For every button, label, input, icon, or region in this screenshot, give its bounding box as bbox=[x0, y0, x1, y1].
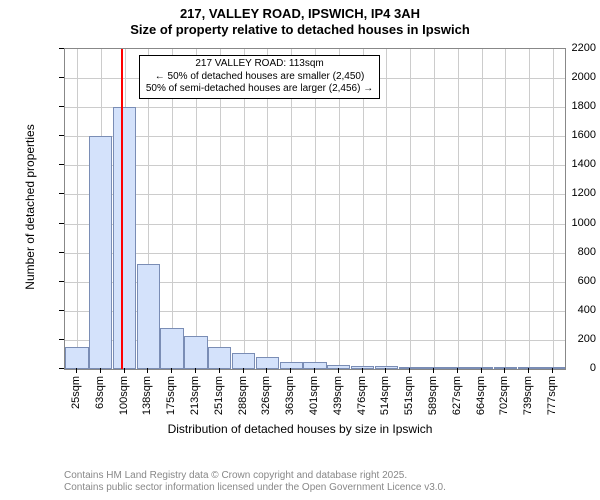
x-tick-mark bbox=[362, 368, 363, 373]
x-tick-label: 514sqm bbox=[379, 376, 391, 415]
x-tick-mark bbox=[219, 368, 220, 373]
histogram-bar bbox=[327, 365, 350, 369]
x-tick-label: 476sqm bbox=[356, 376, 368, 415]
x-tick-label: 551sqm bbox=[403, 376, 415, 415]
x-tick-mark bbox=[457, 368, 458, 373]
histogram-bar bbox=[470, 367, 493, 369]
x-tick-label: 627sqm bbox=[451, 376, 463, 415]
plot-area: 217 VALLEY ROAD: 113sqm← 50% of detached… bbox=[64, 48, 566, 370]
x-tick-mark bbox=[433, 368, 434, 373]
x-tick-mark bbox=[314, 368, 315, 373]
property-marker-line bbox=[121, 49, 123, 369]
chart-title-block: 217, VALLEY ROAD, IPSWICH, IP4 3AH Size … bbox=[0, 0, 600, 37]
x-tick-label: 175sqm bbox=[165, 376, 177, 415]
chart-title-line2: Size of property relative to detached ho… bbox=[0, 22, 600, 37]
x-tick-mark bbox=[100, 368, 101, 373]
histogram-bar bbox=[232, 353, 255, 369]
x-tick-mark bbox=[290, 368, 291, 373]
x-tick-mark bbox=[124, 368, 125, 373]
gridline-vertical bbox=[410, 49, 411, 369]
gridline-vertical bbox=[386, 49, 387, 369]
annotation-line1: 217 VALLEY ROAD: 113sqm bbox=[146, 58, 373, 71]
x-tick-mark bbox=[147, 368, 148, 373]
x-tick-mark bbox=[266, 368, 267, 373]
x-tick-label: 363sqm bbox=[284, 376, 296, 415]
annotation-line3: 50% of semi-detached houses are larger (… bbox=[146, 83, 373, 96]
footnote-line2: Contains public sector information licen… bbox=[64, 482, 446, 494]
histogram-bar bbox=[137, 264, 160, 369]
x-tick-mark bbox=[409, 368, 410, 373]
x-tick-label: 739sqm bbox=[522, 376, 534, 415]
gridline-vertical bbox=[529, 49, 530, 369]
histogram-bar bbox=[65, 347, 88, 369]
x-tick-label: 664sqm bbox=[475, 376, 487, 415]
x-tick-label: 63sqm bbox=[94, 376, 106, 409]
gridline-vertical bbox=[553, 49, 554, 369]
x-tick-mark bbox=[76, 368, 77, 373]
annotation-line2: ← 50% of detached houses are smaller (2,… bbox=[146, 71, 373, 84]
x-tick-mark bbox=[171, 368, 172, 373]
x-tick-mark bbox=[243, 368, 244, 373]
x-tick-label: 777sqm bbox=[546, 376, 558, 415]
x-tick-mark bbox=[338, 368, 339, 373]
histogram-bar bbox=[446, 367, 469, 369]
x-tick-label: 213sqm bbox=[189, 376, 201, 415]
chart-title-line1: 217, VALLEY ROAD, IPSWICH, IP4 3AH bbox=[0, 6, 600, 21]
x-tick-label: 138sqm bbox=[141, 376, 153, 415]
x-tick-label: 251sqm bbox=[213, 376, 225, 415]
gridline-vertical bbox=[77, 49, 78, 369]
gridline-vertical bbox=[434, 49, 435, 369]
x-tick-mark bbox=[195, 368, 196, 373]
x-tick-label: 589sqm bbox=[427, 376, 439, 415]
x-tick-label: 702sqm bbox=[498, 376, 510, 415]
histogram-bar bbox=[208, 347, 231, 369]
y-axis-label: Number of detached properties bbox=[23, 107, 37, 307]
x-axis-label: Distribution of detached houses by size … bbox=[0, 422, 600, 436]
histogram-bar bbox=[113, 107, 136, 369]
gridline-vertical bbox=[482, 49, 483, 369]
x-tick-mark bbox=[385, 368, 386, 373]
x-tick-label: 401sqm bbox=[308, 376, 320, 415]
histogram-bar bbox=[184, 336, 207, 369]
x-tick-label: 439sqm bbox=[332, 376, 344, 415]
gridline-vertical bbox=[458, 49, 459, 369]
annotation-box: 217 VALLEY ROAD: 113sqm← 50% of detached… bbox=[139, 55, 380, 99]
x-tick-label: 25sqm bbox=[70, 376, 82, 409]
chart-container: Number of detached properties 0200400600… bbox=[0, 40, 600, 440]
x-tick-label: 100sqm bbox=[118, 376, 130, 415]
histogram-bar bbox=[89, 136, 112, 369]
x-tick-label: 288sqm bbox=[237, 376, 249, 415]
x-tick-mark bbox=[528, 368, 529, 373]
gridline-vertical bbox=[505, 49, 506, 369]
x-tick-label: 326sqm bbox=[260, 376, 272, 415]
histogram-bar bbox=[160, 328, 183, 369]
footnote-line1: Contains HM Land Registry data © Crown c… bbox=[64, 470, 446, 482]
x-tick-mark bbox=[552, 368, 553, 373]
x-tick-mark bbox=[504, 368, 505, 373]
footnote: Contains HM Land Registry data © Crown c… bbox=[64, 470, 446, 494]
x-tick-mark bbox=[481, 368, 482, 373]
